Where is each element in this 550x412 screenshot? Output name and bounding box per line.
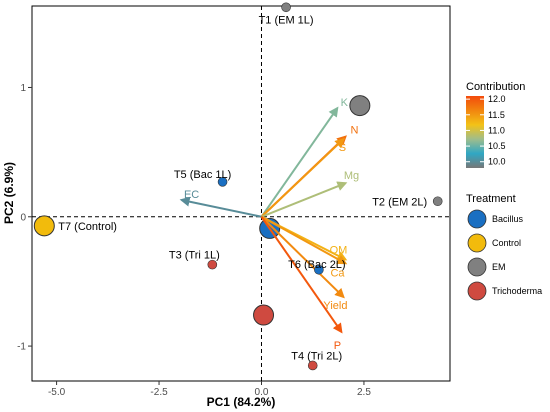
legend-swatch-bacillus [467, 209, 487, 229]
legend-label-em: EM [492, 262, 506, 272]
vector-arrow-ec [179, 196, 262, 218]
colorbar-tick-label: 12.0 [488, 94, 506, 104]
x-tick-label: -2.5 [150, 387, 168, 398]
legend-swatch-trichoderma [467, 281, 487, 301]
data-point-bacillus [314, 264, 324, 275]
axes-layer: -5.0 -2.5 0.0 2.5 1 0 -1 [17, 83, 371, 398]
data-point-em [281, 2, 291, 13]
point-label: T1 (EM 1L) [259, 14, 314, 26]
data-point-trichoderma [307, 360, 318, 371]
plot-panel [31, 5, 451, 382]
colorbar-tick-label: 11.5 [488, 110, 505, 120]
vector-label: S [339, 142, 346, 154]
contribution-legend-title: Contribution [466, 81, 525, 93]
vector-label: EC [184, 189, 199, 201]
data-point-control-centroid [33, 215, 55, 237]
colorbar-tick-label: 10.0 [488, 157, 506, 167]
vector-label: OM [330, 244, 348, 256]
x-tick-label: -5.0 [48, 387, 66, 398]
vector-arrow-mg [261, 181, 348, 218]
vector-label: Mg [344, 170, 359, 182]
point-label: T2 (EM 2L) [372, 196, 427, 208]
vector-label: K [341, 97, 349, 109]
vector-label: Yield [323, 300, 347, 312]
point-label: T4 (Tri 2L) [291, 350, 342, 362]
data-point-em [432, 196, 443, 207]
legend: Contribution 12.0 11.5 11.0 10.5 10.0 Treatm… [466, 81, 542, 301]
vector-label: P [334, 340, 341, 352]
y-tick-label: 0 [20, 212, 26, 223]
vectors-layer [179, 106, 348, 334]
legend-swatch-em [467, 257, 487, 277]
vector-label: N [351, 125, 359, 137]
legend-swatch-control [467, 233, 487, 253]
vector-arrow-s [260, 137, 345, 218]
point-label: T5 (Bac 1L) [174, 169, 231, 181]
contribution-colorbar-ticks: 12.0 11.5 11.0 10.5 10.0 [466, 94, 506, 167]
legend-label-control: Control [492, 238, 521, 248]
data-point-em-centroid [349, 95, 371, 117]
point-label: T6 (Bac 2L) [288, 259, 345, 271]
vector-arrow-p [260, 216, 343, 334]
point-label: T7 (Control) [58, 221, 117, 233]
colorbar-tick-label: 11.0 [488, 125, 505, 135]
treatment-legend-items: Bacillus Control EM Trichoderma [467, 209, 542, 301]
y-tick-label: -1 [17, 342, 26, 353]
colorbar-tick-label: 10.5 [488, 141, 506, 151]
data-point-trichoderma [207, 259, 218, 270]
data-point-bacillus [217, 177, 228, 187]
vector-label: Ca [330, 267, 345, 279]
data-point-trichoderma-centroid [253, 304, 275, 326]
vector-arrow-k [260, 106, 339, 218]
x-tick-label: 2.5 [357, 387, 371, 398]
y-axis-title: PC2 (6.9%) [2, 162, 16, 224]
point-label: T3 (Tri 1L) [169, 250, 220, 262]
legend-label-trichoderma: Trichoderma [492, 286, 542, 296]
x-axis-title: PC1 (84.2%) [207, 395, 276, 409]
treatment-legend-title: Treatment [466, 193, 516, 205]
vector-arrow-yield [260, 216, 345, 299]
contribution-colorbar [466, 96, 484, 168]
x-tick-label: 0.0 [255, 387, 269, 398]
point-labels-layer: T1 (EM 1L) T2 (EM 2L) T5 (Bac 1L) T6 (Bac 2… [58, 14, 427, 362]
points-layer [207, 2, 443, 371]
y-tick-label: 1 [20, 83, 26, 94]
legend-label-bacillus: Bacillus [492, 214, 524, 224]
vector-arrow-ca [261, 215, 348, 265]
